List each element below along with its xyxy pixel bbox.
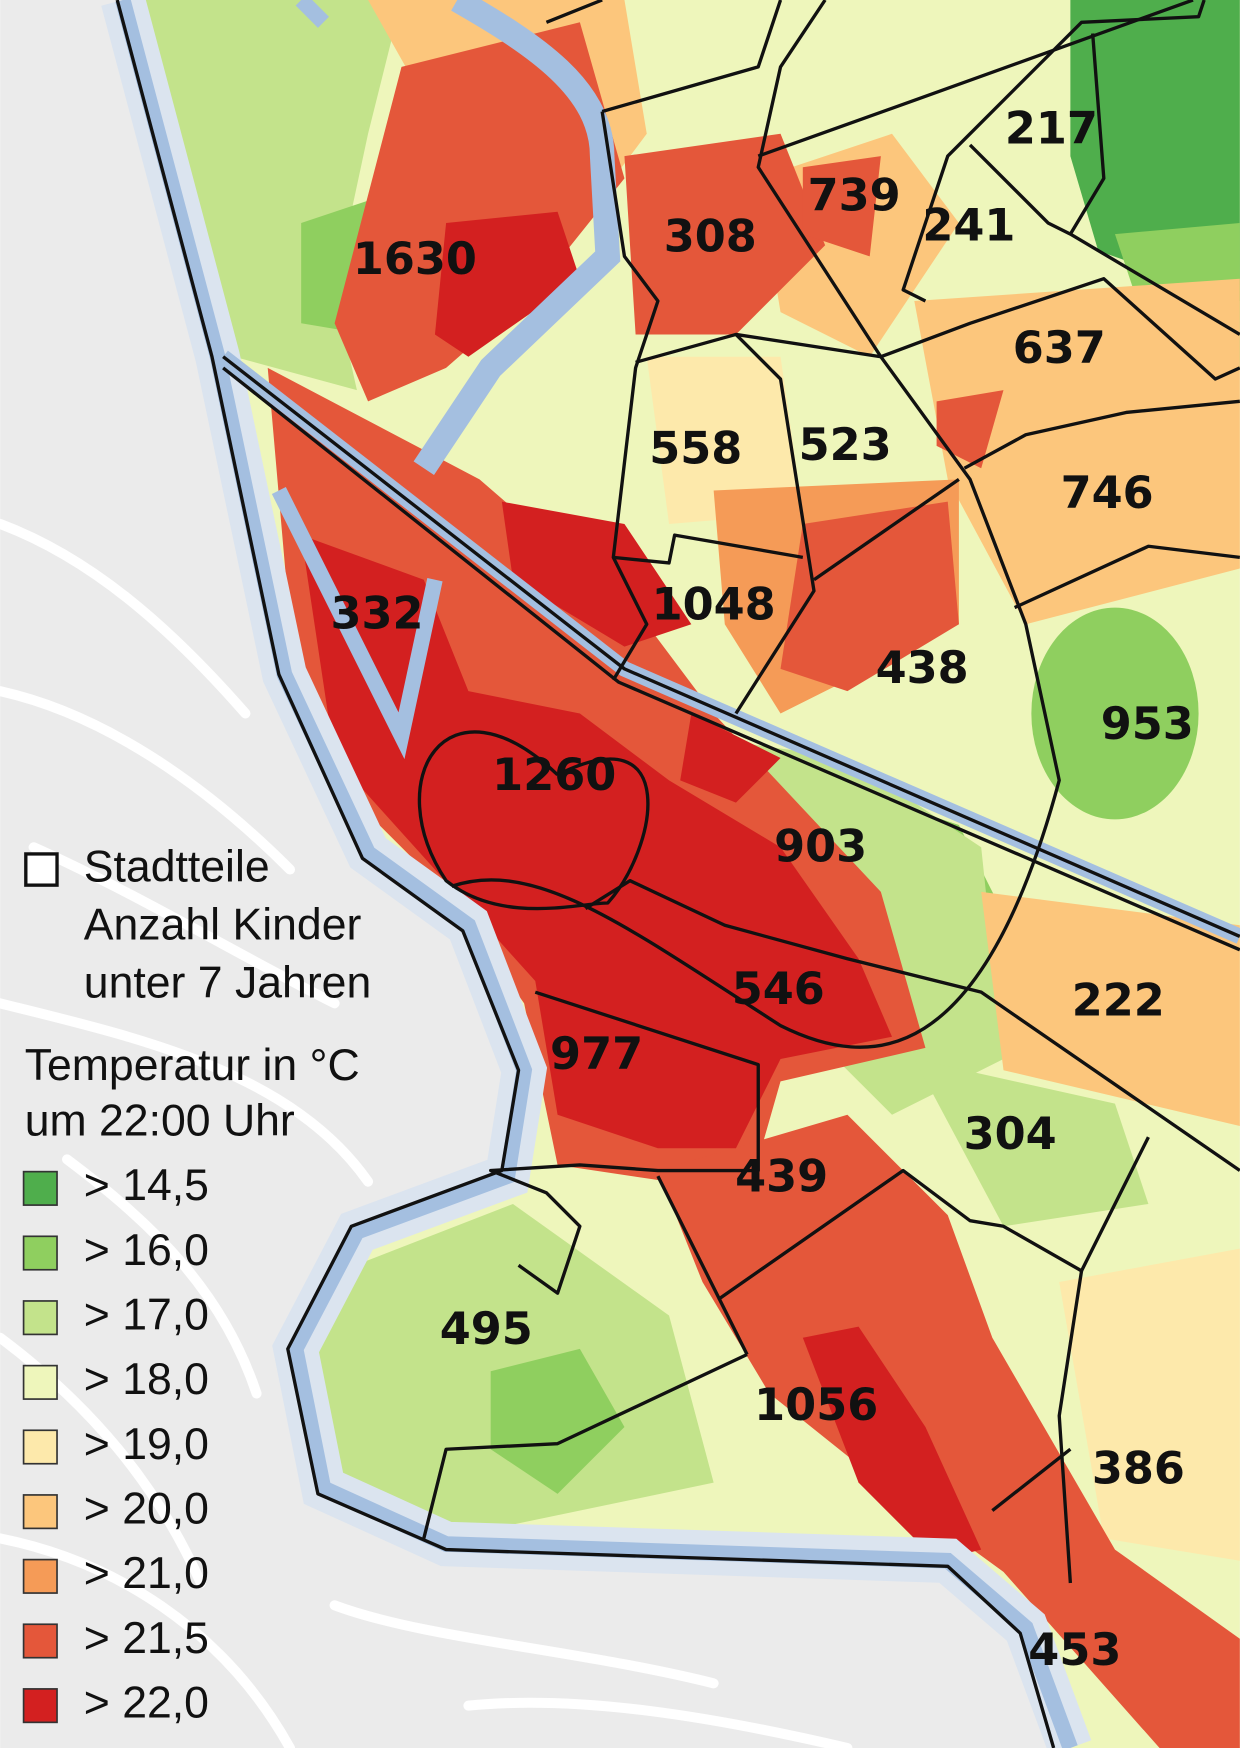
temperature-zone [1031,607,1199,820]
legend-line: unter 7 Jahren [84,958,371,1007]
legend-label: > 14,5 [84,1161,209,1210]
temperature-zone [780,501,959,692]
temperature-zone [334,22,625,402]
legend-swatch [22,1364,58,1400]
district-label: 438 [876,642,969,694]
district-label: 523 [799,419,892,471]
legend-line: Stadtteile [84,842,270,891]
district-label: 903 [774,820,867,872]
district-labels: 1630 308 739 217 241 637 558 523 746 332 1048 438 95… [330,103,1193,1677]
legend-swatch [22,1429,58,1465]
legend-label: > 20,0 [84,1484,209,1533]
district-label: 332 [330,587,423,639]
temperature-zone [1070,0,1240,301]
district-label: 637 [1013,322,1106,374]
district-label: 558 [649,422,742,474]
temperature-zone [1059,1248,1240,1561]
temperature-zone [936,390,1004,469]
district-label: 453 [1028,1624,1121,1676]
district-label: 304 [964,1108,1057,1160]
legend-label: > 18,0 [84,1355,209,1404]
temperature-zone [981,891,1240,1126]
district-boundaries [115,0,1240,1748]
district-label: 222 [1072,974,1165,1026]
temperature-zone [501,501,692,647]
temperature-zone [434,211,580,357]
temperature-zone [646,356,803,524]
district-label: 217 [1005,103,1098,155]
legend-swatch [22,1688,58,1724]
temperature-zone [914,1059,1149,1227]
temperature-zone [802,1326,982,1561]
district-label: 746 [1061,467,1154,519]
legend-classes: > 14,5 > 16,0 > 17,0 > 18,0 > 19,0 > 20,0 > 21… [22,1161,209,1727]
legend-label: > 22,0 [84,1678,209,1727]
temperature-zone [301,535,893,1149]
legend-title: Temperatur in °C [25,1041,360,1090]
legend: Stadtteile Anzahl Kinder unter 7 Jahren … [22,842,371,1727]
legend-swatch [22,1623,58,1659]
temperature-zone [914,278,1240,625]
legend-swatch [22,1558,58,1594]
legend-label: > 21,5 [84,1614,209,1663]
legend-swatch [22,1235,58,1271]
legend-label: > 19,0 [84,1420,209,1469]
district-label: 977 [550,1028,643,1080]
legend-boundary-swatch [24,852,59,887]
district-label: 308 [664,211,757,263]
temperature-zone [490,1348,625,1494]
district-label: 1260 [492,749,616,801]
legend-swatch [22,1170,58,1206]
district-label: 439 [735,1150,828,1202]
basemap-roads [0,518,853,1748]
legend-swatch [22,1494,58,1530]
district-label: 546 [732,963,825,1015]
legend-title: um 22:00 Uhr [25,1096,295,1145]
temperature-zone [624,133,826,335]
district-label: 241 [922,200,1015,252]
district-label: 1630 [353,233,477,285]
temperature-zone [657,1114,1240,1748]
district-label: 953 [1101,698,1194,750]
terrain [122,0,1240,1748]
district-label: 386 [1092,1443,1185,1495]
district-label: 1056 [754,1379,878,1431]
temperature-zone [802,156,881,257]
district-label: 739 [808,169,901,221]
legend-label: > 17,0 [84,1290,209,1339]
district-label: 1048 [652,579,776,631]
legend-label: > 21,0 [84,1549,209,1598]
legend-swatch [22,1300,58,1336]
temperature-zone [680,713,781,803]
legend-line: Anzahl Kinder [84,900,362,949]
legend-label: > 16,0 [84,1226,209,1275]
district-label: 495 [440,1303,533,1355]
